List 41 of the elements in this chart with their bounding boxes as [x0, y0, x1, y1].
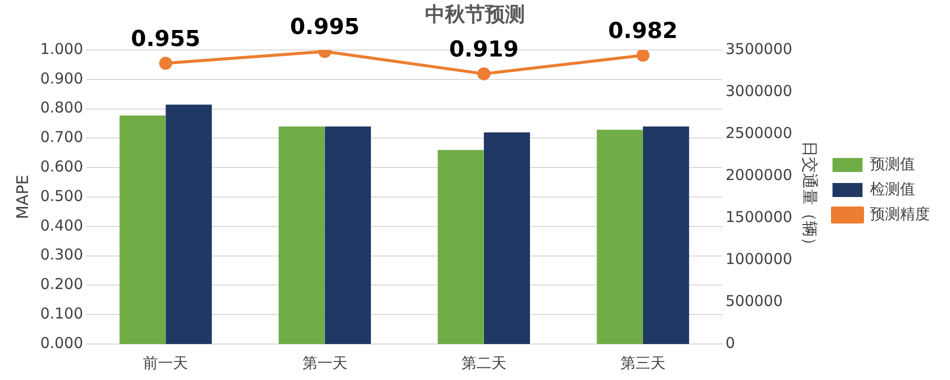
y2-tick-label: 500000	[725, 292, 783, 310]
y2-tick-label: 2500000	[725, 124, 792, 142]
bar	[642, 126, 690, 344]
y-tick-label: 0.500	[40, 186, 84, 205]
legend-label: 检测值	[870, 180, 915, 198]
y-tick-label: 0.900	[40, 69, 84, 88]
chart-title: 中秋节预测	[425, 2, 525, 26]
bar	[120, 116, 166, 344]
y2-tick-label: 3000000	[725, 82, 792, 100]
y-tick-label: 0.200	[40, 275, 84, 294]
y2-tick-label: 2000000	[725, 166, 792, 184]
y-tick-label: 1.000	[40, 40, 84, 58]
legend-label: 预测值	[870, 154, 915, 173]
y-tick-label: 0.800	[40, 98, 84, 117]
x-tick-label: 第一天	[302, 354, 348, 372]
bar	[438, 150, 484, 344]
y2-tick-label: 0	[725, 334, 736, 352]
bar	[278, 126, 325, 344]
bar	[596, 130, 643, 344]
y-tick-label: 0.300	[40, 246, 84, 264]
y-tick-label: 0.400	[40, 216, 84, 234]
y-tick-label: 0.600	[40, 157, 84, 176]
y2-tick-label: 1500000	[725, 208, 792, 226]
y-tick-label: 0.700	[40, 128, 84, 146]
y-axis-title: MAPE	[12, 174, 32, 220]
bar	[166, 104, 212, 344]
data-label: 0.982	[608, 19, 678, 44]
x-tick-label: 前一天	[143, 354, 188, 372]
data-label: 0.955	[130, 26, 200, 52]
x-tick-label: 第二天	[461, 354, 506, 372]
y-tick-label: 0.000	[40, 334, 84, 352]
y-tick-label: 0.100	[40, 304, 84, 322]
y2-tick-label: 3500000	[725, 40, 792, 58]
bar	[484, 132, 530, 344]
data-label: 0.995	[290, 15, 360, 40]
x-tick-label: 第三天	[620, 354, 666, 372]
y2-tick-label: 1000000	[725, 250, 792, 268]
y2-axis-title: 日交通量（辆）	[800, 141, 820, 253]
data-label: 0.919	[449, 38, 519, 63]
bar	[324, 126, 371, 344]
legend-label: 预测精度	[870, 204, 930, 223]
